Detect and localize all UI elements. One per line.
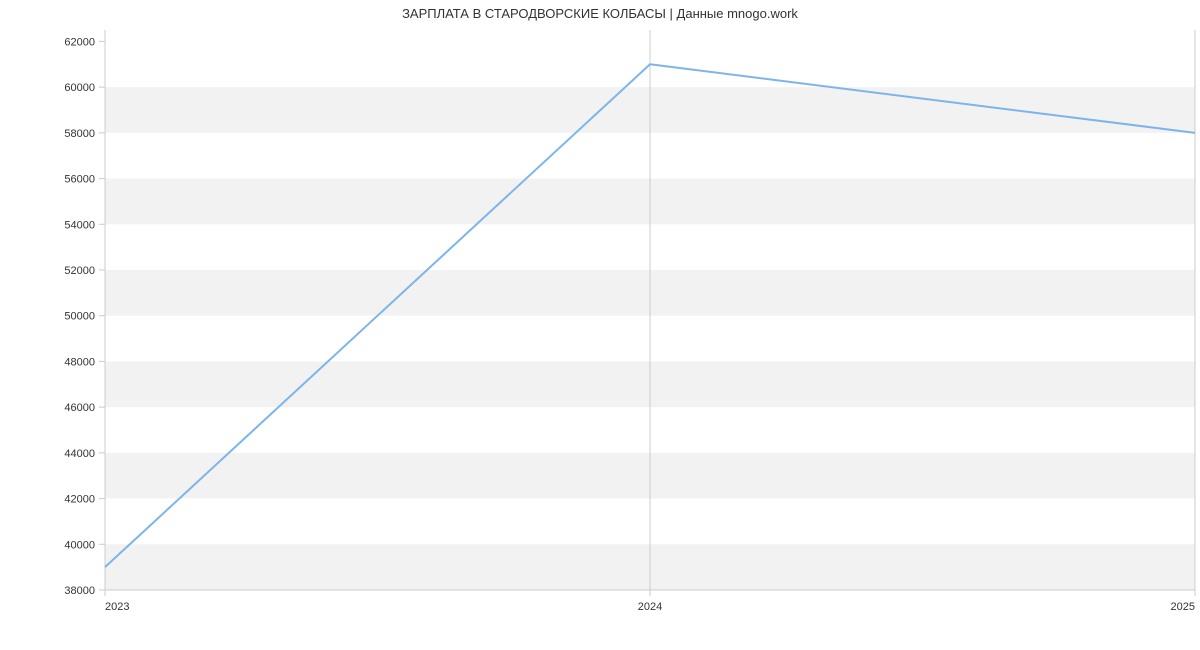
x-tick-label: 2024	[638, 601, 662, 613]
y-tick-label: 60000	[64, 82, 95, 94]
y-tick-label: 50000	[64, 311, 95, 323]
x-tick-label: 2025	[1171, 601, 1195, 613]
y-tick-label: 46000	[64, 402, 95, 414]
y-tick-label: 54000	[64, 219, 95, 231]
y-tick-label: 52000	[64, 265, 95, 277]
y-tick-label: 58000	[64, 128, 95, 140]
chart-svg: 38000 40000 42000 44000 46000 48000 50000 52000…	[0, 0, 1200, 650]
y-tick-label: 42000	[64, 494, 95, 506]
y-tick-label: 48000	[64, 356, 95, 368]
y-tick-label: 40000	[64, 539, 95, 551]
chart-title: ЗАРПЛАТА В СТАРОДВОРСКИЕ КОЛБАСЫ | Данны…	[0, 6, 1200, 21]
y-tick-label: 38000	[64, 585, 95, 597]
chart-container: ЗАРПЛАТА В СТАРОДВОРСКИЕ КОЛБАСЫ | Данны…	[0, 0, 1200, 650]
y-tick-label: 56000	[64, 174, 95, 186]
y-tick-label: 44000	[64, 448, 95, 460]
x-tick-label: 2023	[105, 601, 129, 613]
y-tick-label: 62000	[64, 36, 95, 48]
